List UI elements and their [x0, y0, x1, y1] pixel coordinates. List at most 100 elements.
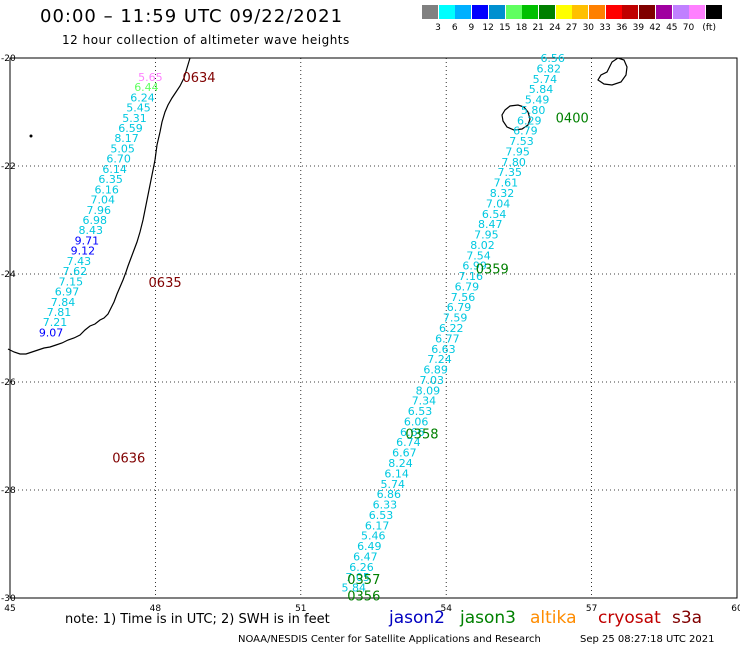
legend-swatch [639, 5, 656, 19]
legend-swatch [605, 5, 622, 19]
legend-label: (ft) [702, 23, 716, 33]
madagascar-coastline [7, 57, 191, 355]
footnote: note: 1) Time is in UTC; 2) SWH is in fe… [65, 612, 330, 627]
swh-value: 6.98 [83, 214, 108, 227]
lat-tick-label: -30 [1, 594, 16, 604]
swh-value: 5.74 [533, 73, 558, 86]
legend-label: 42 [649, 23, 661, 33]
swh-value: 6.29 [517, 114, 542, 127]
swh-value: 6.59 [118, 122, 143, 135]
lon-tick-label: 57 [586, 604, 597, 614]
lat-lon-grid [9, 57, 738, 599]
legend-swatch [438, 5, 455, 19]
swh-value: 8.47 [478, 218, 503, 231]
swh-value: 8.32 [490, 187, 515, 200]
swh-value: 5.45 [126, 102, 151, 115]
swh-value: 6.14 [102, 163, 127, 176]
coastlines [7, 57, 628, 355]
swh-value: 6.22 [439, 322, 464, 335]
swh-value: 6.35 [98, 173, 123, 186]
swh-value: 5.80 [521, 104, 546, 117]
legend-label: 15 [499, 23, 511, 33]
swh-value: 7.24 [427, 353, 452, 366]
swh-value: 9.71 [75, 234, 100, 247]
swh-value: 8.24 [388, 457, 413, 470]
legend-label: 33 [599, 23, 611, 33]
legend-swatch [572, 5, 589, 19]
satellite-name: cryosat [598, 608, 661, 628]
swh-value: 9.12 [71, 245, 96, 258]
swh-value: 6.99 [462, 260, 487, 273]
lat-tick-label: -24 [1, 270, 16, 280]
legend-label: 24 [549, 23, 561, 33]
swh-value: 6.54 [482, 208, 507, 221]
swh-value: 6.82 [537, 62, 562, 75]
swh-value: 6.47 [353, 550, 378, 563]
swh-value: 5.84 [529, 83, 554, 96]
legend-swatch [505, 5, 522, 19]
page-subtitle: 12 hour collection of altimeter wave hei… [62, 33, 350, 47]
swh-value: 6.44 [134, 81, 159, 94]
legend-label: 3 [435, 23, 441, 33]
swh-value: 7.21 [43, 316, 68, 329]
swh-value: 6.16 [94, 183, 119, 196]
legend-label: 21 [532, 23, 544, 33]
swh-value: 6.74 [396, 436, 421, 449]
pass-time: 0634 [182, 71, 215, 86]
swh-value: 7.35 [498, 166, 523, 179]
altimeter-track-cryosat: 5.656.446.245.455.316.598.175.056.706.14… [39, 71, 163, 340]
swh-value: 5.84 [341, 582, 366, 595]
swh-value: 6.79 [513, 125, 538, 138]
lon-tick-label: 51 [295, 604, 306, 614]
swh-value: 7.95 [474, 229, 499, 242]
page-title: 00:00 – 11:59 UTC 09/22/2021 [40, 6, 344, 27]
swh-value: 6.97 [55, 286, 80, 299]
swh-value: 5.49 [525, 94, 550, 107]
swh-value: 8.43 [79, 224, 104, 237]
swh-value: 7.15 [59, 275, 84, 288]
map-frame [9, 57, 738, 599]
swh-value: 7.03 [419, 374, 444, 387]
legend-label: 27 [565, 23, 578, 33]
swh-value: 7.96 [87, 204, 112, 217]
legend-swatch [672, 5, 689, 19]
swh-value: 7.56 [451, 291, 476, 304]
swh-value: 6.26 [349, 561, 374, 574]
swh-value: 7.95 [505, 145, 530, 158]
swh-value: 7.62 [63, 265, 88, 278]
swh-value: 6.56 [540, 52, 565, 65]
lon-tick-label: 60 [731, 604, 740, 614]
legend-label: 6 [451, 23, 458, 33]
legend-label: 39 [632, 23, 645, 33]
swh-value: 5.74 [380, 478, 405, 491]
legend-label: 45 [666, 23, 678, 33]
swh-value: 6.63 [431, 343, 456, 356]
satellite-name: jason3 [460, 608, 516, 628]
swh-value: 6.17 [365, 519, 390, 532]
legend-swatch [455, 5, 472, 19]
lat-tick-label: -20 [1, 54, 16, 64]
swh-value: 9.07 [39, 326, 64, 339]
swh-value: 6.53 [408, 405, 433, 418]
swh-value: 6.33 [373, 499, 398, 512]
swh-value: 6.49 [357, 540, 382, 553]
legend-swatch [472, 5, 489, 19]
swh-value: 7.59 [443, 312, 468, 325]
legend-label: 9 [468, 23, 475, 33]
pass-time: 0356 [347, 589, 380, 604]
swh-value: 6.24 [130, 91, 155, 104]
legend-swatch [488, 5, 505, 19]
swh-value: 5.46 [361, 530, 386, 543]
swh-value: 7.54 [466, 249, 491, 262]
islet-marker [29, 134, 33, 138]
legend-swatch [422, 5, 438, 19]
satellite-name: altika [530, 608, 577, 628]
legend-swatch [538, 5, 555, 19]
pass-time: 0358 [405, 427, 438, 442]
mauritius-coastline [597, 57, 628, 86]
swh-value: 6.89 [423, 364, 448, 377]
swh-value: 6.86 [377, 488, 402, 501]
legend-swatch [689, 5, 706, 19]
swh-value: 8.02 [470, 239, 495, 252]
